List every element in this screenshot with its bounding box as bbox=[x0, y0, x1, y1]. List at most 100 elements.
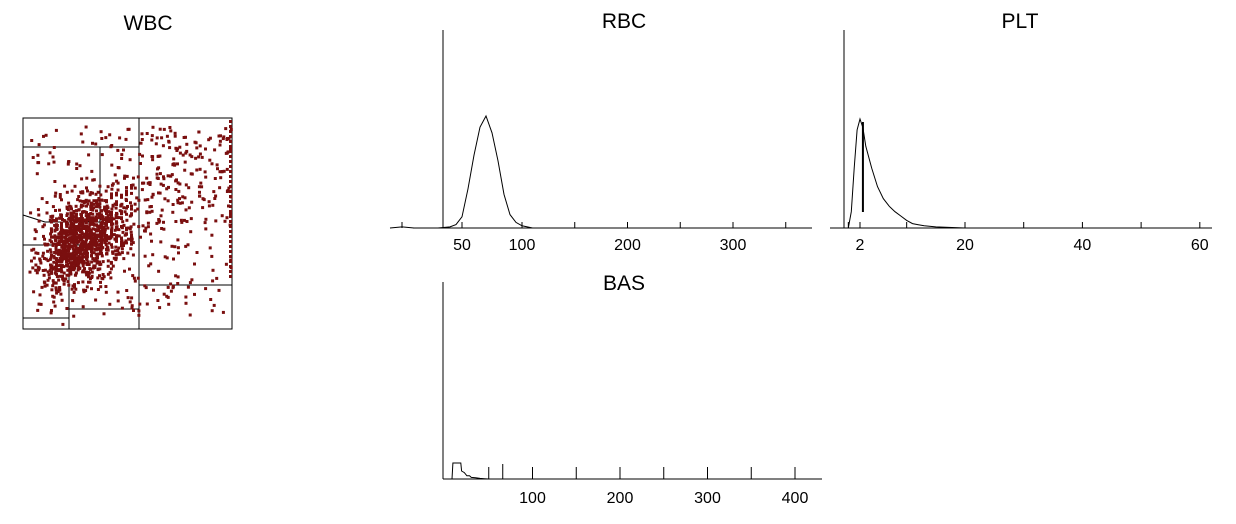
wbc-point bbox=[229, 255, 232, 258]
wbc-point bbox=[125, 232, 128, 236]
wbc-point bbox=[55, 261, 58, 265]
wbc-point bbox=[225, 167, 229, 171]
wbc-point bbox=[156, 299, 160, 302]
wbc-point bbox=[44, 257, 48, 261]
wbc-point bbox=[110, 187, 114, 191]
wbc-point bbox=[100, 242, 103, 246]
wbc-point bbox=[98, 184, 102, 188]
wbc-point bbox=[52, 254, 56, 258]
wbc-point bbox=[176, 246, 180, 250]
wbc-point bbox=[52, 219, 55, 222]
wbc-point bbox=[115, 211, 118, 215]
wbc-point bbox=[99, 285, 103, 289]
wbc-point bbox=[36, 161, 40, 165]
wbc-point bbox=[32, 247, 36, 251]
wbc-point bbox=[95, 199, 98, 203]
wbc-point bbox=[229, 128, 233, 131]
wbc-point bbox=[104, 136, 108, 140]
wbc-point bbox=[47, 273, 51, 277]
wbc-point bbox=[72, 210, 76, 213]
wbc-point bbox=[81, 220, 85, 224]
wbc-point bbox=[72, 244, 76, 248]
wbc-point bbox=[229, 235, 232, 238]
wbc-point bbox=[35, 172, 39, 176]
wbc-point bbox=[155, 172, 159, 176]
wbc-point bbox=[122, 223, 126, 227]
wbc-point bbox=[223, 219, 227, 223]
wbc-point bbox=[90, 203, 93, 207]
rbc-panel: RBC 50 100 200 300 bbox=[389, 10, 812, 254]
wbc-point bbox=[178, 182, 182, 186]
wbc-point bbox=[55, 217, 58, 221]
wbc-point bbox=[175, 178, 178, 182]
wbc-point bbox=[75, 235, 78, 239]
wbc-point bbox=[50, 270, 53, 274]
wbc-point bbox=[70, 239, 73, 243]
rbc-tick-label: 300 bbox=[720, 237, 747, 254]
wbc-point bbox=[120, 244, 123, 248]
wbc-point bbox=[193, 292, 196, 296]
wbc-point bbox=[195, 251, 199, 254]
wbc-point bbox=[143, 229, 147, 233]
wbc-point bbox=[91, 178, 95, 182]
wbc-point bbox=[80, 213, 83, 217]
wbc-point bbox=[81, 264, 85, 268]
wbc-point bbox=[98, 260, 102, 264]
wbc-point bbox=[95, 223, 98, 227]
wbc-point bbox=[115, 239, 118, 243]
wbc-point bbox=[125, 241, 128, 245]
wbc-point bbox=[68, 268, 72, 272]
wbc-point bbox=[110, 243, 113, 247]
wbc-point bbox=[87, 199, 91, 203]
wbc-point bbox=[52, 146, 56, 149]
wbc-point bbox=[125, 193, 128, 197]
wbc-point bbox=[120, 195, 123, 199]
wbc-point bbox=[65, 190, 69, 194]
wbc-point bbox=[81, 239, 85, 243]
wbc-point bbox=[188, 281, 192, 285]
wbc-point bbox=[42, 234, 45, 238]
wbc-point bbox=[187, 206, 191, 210]
wbc-point bbox=[75, 237, 78, 241]
wbc-point bbox=[98, 274, 101, 278]
wbc-point bbox=[48, 151, 52, 155]
wbc-point bbox=[114, 206, 118, 210]
wbc-point bbox=[144, 286, 148, 290]
wbc-point bbox=[166, 285, 170, 289]
wbc-point bbox=[159, 214, 163, 218]
wbc-point bbox=[158, 306, 162, 310]
wbc-point bbox=[194, 141, 198, 145]
wbc-point bbox=[92, 239, 95, 243]
wbc-point bbox=[90, 232, 93, 235]
wbc-point bbox=[122, 244, 125, 247]
wbc-point bbox=[100, 224, 104, 228]
wbc-point bbox=[229, 250, 232, 253]
wbc-point bbox=[72, 267, 76, 271]
wbc-point bbox=[176, 181, 180, 185]
wbc-point bbox=[77, 219, 80, 223]
wbc-point bbox=[58, 288, 62, 292]
wbc-point bbox=[125, 212, 128, 216]
wbc-point bbox=[82, 235, 86, 239]
wbc-point bbox=[141, 181, 144, 185]
wbc-point bbox=[77, 250, 81, 254]
wbc-point bbox=[120, 241, 123, 245]
wbc-point bbox=[87, 213, 90, 216]
wbc-point bbox=[157, 269, 161, 273]
wbc-point bbox=[68, 244, 71, 248]
wbc-point bbox=[183, 196, 187, 200]
wbc-point bbox=[62, 251, 66, 255]
wbc-point bbox=[151, 155, 155, 159]
wbc-point bbox=[58, 216, 62, 220]
wbc-point bbox=[105, 237, 108, 241]
wbc-point bbox=[179, 218, 183, 222]
wbc-point bbox=[184, 208, 188, 212]
wbc-point bbox=[125, 191, 128, 195]
wbc-point bbox=[136, 175, 140, 179]
wbc-point bbox=[34, 268, 38, 272]
wbc-point bbox=[65, 205, 69, 209]
wbc-point bbox=[169, 289, 173, 293]
wbc-point bbox=[76, 198, 80, 202]
wbc-point bbox=[54, 246, 58, 250]
wbc-point bbox=[116, 188, 120, 192]
